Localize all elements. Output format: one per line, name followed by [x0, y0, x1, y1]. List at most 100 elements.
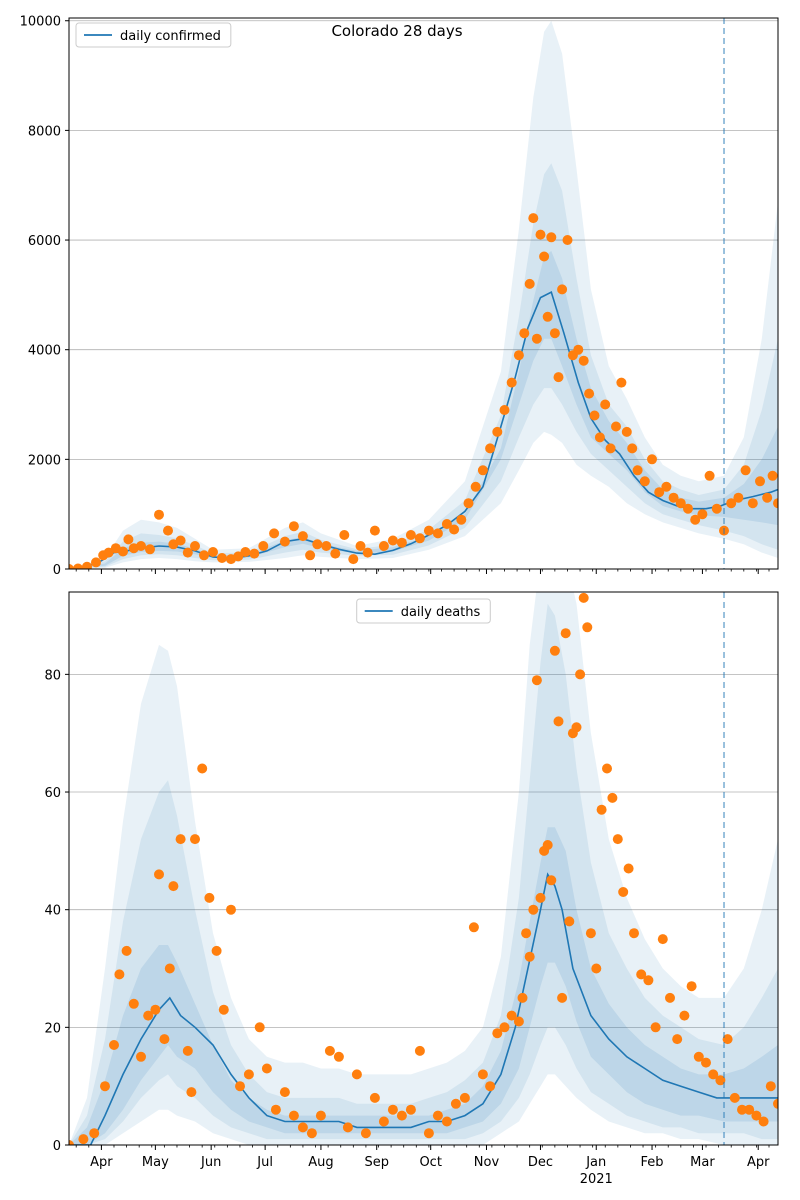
observed-point	[154, 869, 164, 880]
observed-point	[751, 1110, 762, 1121]
legend-box	[75, 22, 232, 48]
observed-point	[643, 975, 654, 986]
observed-point	[582, 622, 593, 633]
observed-point	[539, 251, 550, 262]
observed-point	[405, 530, 416, 540]
observed-point	[261, 1063, 272, 1074]
observed-point	[549, 328, 560, 339]
observed-point	[553, 716, 564, 727]
observed-point	[321, 541, 332, 551]
observed-point	[441, 1116, 452, 1127]
observed-point	[722, 1034, 733, 1045]
uncertainty-band-inner	[69, 827, 778, 1145]
observed-point	[423, 1128, 434, 1139]
observed-point	[360, 1128, 371, 1139]
y-tick-label: 6000	[28, 234, 61, 249]
observed-point	[573, 344, 584, 355]
observed-point	[499, 1022, 510, 1033]
axes-frame	[68, 591, 779, 1146]
x-tick-label: Sep	[364, 1155, 389, 1170]
x-tick-label: May	[142, 1155, 169, 1170]
observed-point	[535, 892, 546, 903]
plot-area	[69, 592, 778, 1145]
observed-point	[118, 546, 128, 557]
observed-point	[557, 992, 568, 1003]
observed-point	[477, 465, 488, 476]
observed-point	[154, 509, 164, 520]
observed-point	[602, 763, 612, 774]
observed-point	[571, 722, 582, 733]
observed-point	[258, 541, 269, 551]
observed-point	[333, 1051, 344, 1062]
observed-point	[288, 521, 299, 532]
observed-point	[639, 476, 650, 487]
observed-point	[235, 1081, 245, 1092]
observed-point	[600, 399, 611, 410]
observed-point	[729, 1092, 740, 1103]
observed-point	[199, 550, 209, 561]
axes-frame	[68, 17, 779, 570]
x-tick-label: Jan	[585, 1155, 606, 1170]
observed-point	[679, 1010, 690, 1021]
observed-point	[145, 544, 155, 555]
observed-point	[109, 1040, 119, 1050]
y-tick-label: 4000	[28, 344, 61, 359]
observed-point	[560, 628, 571, 639]
observed-point	[182, 1045, 193, 1056]
observed-point	[549, 645, 560, 656]
observed-point	[159, 1034, 170, 1045]
observed-point	[546, 875, 557, 886]
observed-point	[128, 998, 139, 1009]
observed-point	[528, 904, 539, 915]
observed-point	[517, 992, 528, 1003]
observed-point	[513, 350, 524, 361]
x-tick-label: Dec	[528, 1155, 553, 1170]
observed-point	[715, 1075, 726, 1086]
observed-point	[254, 1022, 265, 1033]
observed-point	[672, 1034, 683, 1045]
observed-point	[396, 537, 407, 548]
x-tick-label: Mar	[690, 1155, 715, 1170]
observed-point	[288, 1110, 299, 1121]
observed-point	[591, 963, 602, 974]
observed-point	[477, 1069, 488, 1080]
observed-point	[623, 863, 634, 874]
observed-point	[190, 834, 200, 845]
observed-point	[355, 541, 366, 551]
observed-point	[82, 561, 92, 569]
observed-point	[175, 535, 186, 546]
legend-box	[356, 598, 491, 624]
observed-point	[306, 1128, 317, 1139]
observed-point	[535, 229, 546, 240]
observed-point	[704, 470, 715, 481]
observed-point	[553, 372, 564, 383]
observed-point	[744, 1104, 755, 1115]
observed-point	[240, 547, 251, 557]
observed-point	[758, 1116, 769, 1127]
observed-point	[217, 553, 227, 563]
observed-point	[330, 548, 341, 559]
observed-point	[521, 928, 532, 939]
observed-point	[528, 213, 539, 224]
observed-point	[675, 498, 686, 509]
observed-point	[243, 1069, 254, 1080]
observed-point	[618, 887, 629, 897]
observed-point	[661, 481, 672, 492]
y-tick-label: 60	[44, 786, 61, 801]
observed-point	[348, 554, 359, 565]
y-tick-label: 2000	[28, 453, 61, 468]
x-tick-label: Aug	[308, 1155, 333, 1170]
legend-label: daily confirmed	[120, 29, 221, 44]
observed-point	[312, 539, 323, 550]
observed-point	[204, 892, 215, 903]
observed-point	[726, 498, 737, 509]
observed-point	[701, 1057, 711, 1068]
observed-point	[197, 763, 208, 774]
observed-point	[351, 1069, 362, 1080]
observed-point	[557, 284, 568, 295]
observed-point	[470, 481, 481, 492]
x-tick-label: Jul	[256, 1155, 273, 1170]
observed-point	[143, 1010, 154, 1021]
x-tick-label: Feb	[641, 1155, 664, 1170]
observed-point	[100, 1081, 110, 1092]
